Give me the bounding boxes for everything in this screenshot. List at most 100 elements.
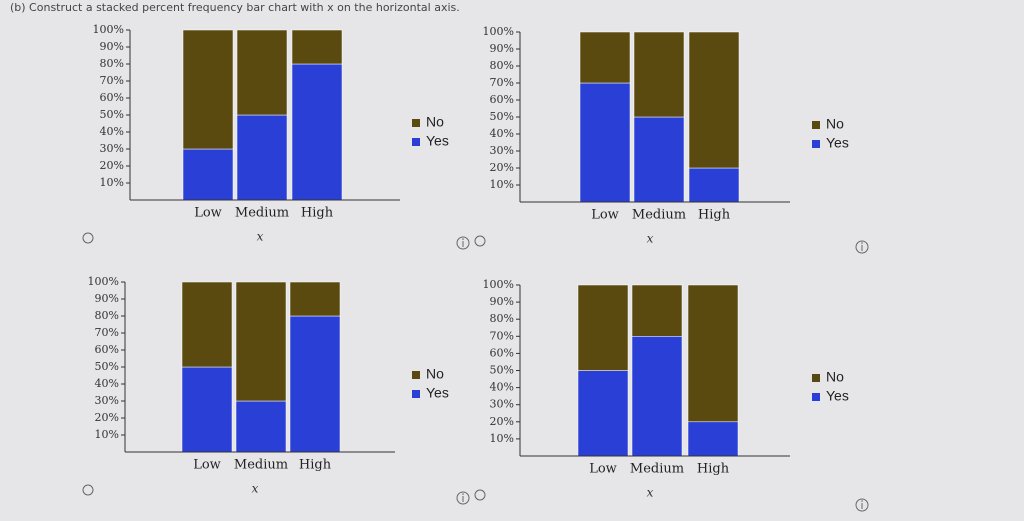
- y-tick-label: 10%: [490, 432, 514, 445]
- x-tick-label: Low: [589, 462, 617, 477]
- y-tick-label: 100%: [483, 25, 514, 38]
- question: (b) Construct a stacked percent frequenc…: [10, 1, 460, 14]
- x-tick-label: Low: [194, 206, 222, 221]
- y-tick-label: 40%: [490, 381, 514, 394]
- bar-segment: [577, 370, 629, 457]
- bar-segment: [182, 29, 234, 150]
- y-tick-label: 100%: [483, 278, 514, 291]
- bar-segment: [633, 31, 685, 118]
- bar-segment: [579, 31, 631, 84]
- legend-swatch: [812, 140, 820, 148]
- x-axis-label: x: [647, 232, 654, 246]
- info-icon[interactable]: [456, 491, 470, 505]
- y-tick-label: 80%: [100, 57, 124, 70]
- radio-option[interactable]: [474, 235, 486, 247]
- y-tick-label: 60%: [490, 346, 514, 359]
- y-tick-label: 60%: [95, 343, 119, 356]
- radio-option[interactable]: [474, 489, 486, 501]
- y-tick-label: 30%: [95, 394, 119, 407]
- legend-label: Yes: [426, 133, 449, 149]
- x-tick-label: Medium: [630, 462, 684, 477]
- y-tick-label: 20%: [490, 415, 514, 428]
- legend-label: No: [826, 116, 844, 132]
- legend-label: Yes: [826, 135, 849, 151]
- y-tick-label: 50%: [100, 108, 124, 121]
- legend-swatch: [812, 393, 820, 401]
- x-axis-label: x: [252, 482, 259, 496]
- legend-swatch: [412, 119, 420, 127]
- y-tick-label: 70%: [490, 329, 514, 342]
- radio-option[interactable]: [82, 232, 94, 244]
- y-tick-label: 10%: [490, 178, 514, 191]
- y-tick-label: 90%: [490, 295, 514, 308]
- bar-segment: [577, 284, 629, 371]
- x-tick-label: High: [299, 458, 332, 473]
- bar-segment: [236, 114, 288, 201]
- y-tick-label: 40%: [490, 127, 514, 140]
- legend-label: Yes: [826, 388, 849, 404]
- x-tick-label: High: [697, 462, 730, 477]
- bar-segment: [688, 31, 740, 169]
- y-tick-label: 80%: [490, 312, 514, 325]
- y-tick-label: 80%: [95, 309, 119, 322]
- y-tick-label: 50%: [490, 364, 514, 377]
- x-axis-label: x: [257, 230, 264, 244]
- y-tick-label: 70%: [95, 326, 119, 339]
- y-tick-label: 50%: [95, 360, 119, 373]
- bar-segment: [235, 400, 287, 453]
- y-tick-label: 80%: [490, 59, 514, 72]
- bar-segment: [182, 148, 234, 201]
- y-tick-label: 100%: [93, 23, 124, 36]
- bar-segment: [631, 284, 683, 337]
- legend-swatch: [812, 374, 820, 382]
- info-icon[interactable]: [855, 498, 869, 512]
- y-tick-label: 20%: [100, 159, 124, 172]
- y-tick-label: 70%: [490, 76, 514, 89]
- x-tick-label: High: [301, 206, 334, 221]
- y-tick-label: 70%: [100, 74, 124, 87]
- legend-swatch: [412, 371, 420, 379]
- bar-segment: [687, 284, 739, 423]
- y-tick-label: 50%: [490, 110, 514, 123]
- bar-segment: [181, 366, 233, 453]
- legend-label: No: [426, 114, 444, 130]
- legend-swatch: [412, 390, 420, 398]
- info-icon[interactable]: [855, 240, 869, 254]
- legend-label: No: [826, 369, 844, 385]
- y-tick-label: 40%: [100, 125, 124, 138]
- y-tick-label: 90%: [490, 42, 514, 55]
- bar-segment: [289, 281, 341, 317]
- legend-label: Yes: [426, 385, 449, 401]
- y-tick-label: 60%: [490, 93, 514, 106]
- bar-segment: [291, 29, 343, 65]
- y-tick-label: 90%: [100, 40, 124, 53]
- y-tick-label: 30%: [100, 142, 124, 155]
- radio-option[interactable]: [82, 484, 94, 496]
- y-tick-label: 30%: [490, 144, 514, 157]
- bar-segment: [181, 281, 233, 368]
- y-tick-label: 10%: [100, 176, 124, 189]
- y-tick-label: 20%: [490, 161, 514, 174]
- x-axis-label: x: [647, 486, 654, 500]
- y-tick-label: 20%: [95, 411, 119, 424]
- x-tick-label: Medium: [234, 458, 288, 473]
- bar-segment: [633, 116, 685, 203]
- y-tick-label: 90%: [95, 292, 119, 305]
- bar-segment: [579, 82, 631, 203]
- x-tick-label: Low: [193, 458, 221, 473]
- y-tick-label: 100%: [88, 275, 119, 288]
- y-tick-label: 30%: [490, 398, 514, 411]
- legend-swatch: [412, 138, 420, 146]
- bar-segment: [631, 336, 683, 457]
- x-tick-label: Low: [591, 208, 619, 223]
- x-tick-label: High: [698, 208, 731, 223]
- bar-segment: [235, 281, 287, 402]
- bar-segment: [687, 421, 739, 457]
- x-tick-label: Medium: [632, 208, 686, 223]
- info-icon[interactable]: [456, 236, 470, 250]
- y-tick-label: 10%: [95, 428, 119, 441]
- y-tick-label: 40%: [95, 377, 119, 390]
- legend-label: No: [426, 366, 444, 382]
- x-tick-label: Medium: [235, 206, 289, 221]
